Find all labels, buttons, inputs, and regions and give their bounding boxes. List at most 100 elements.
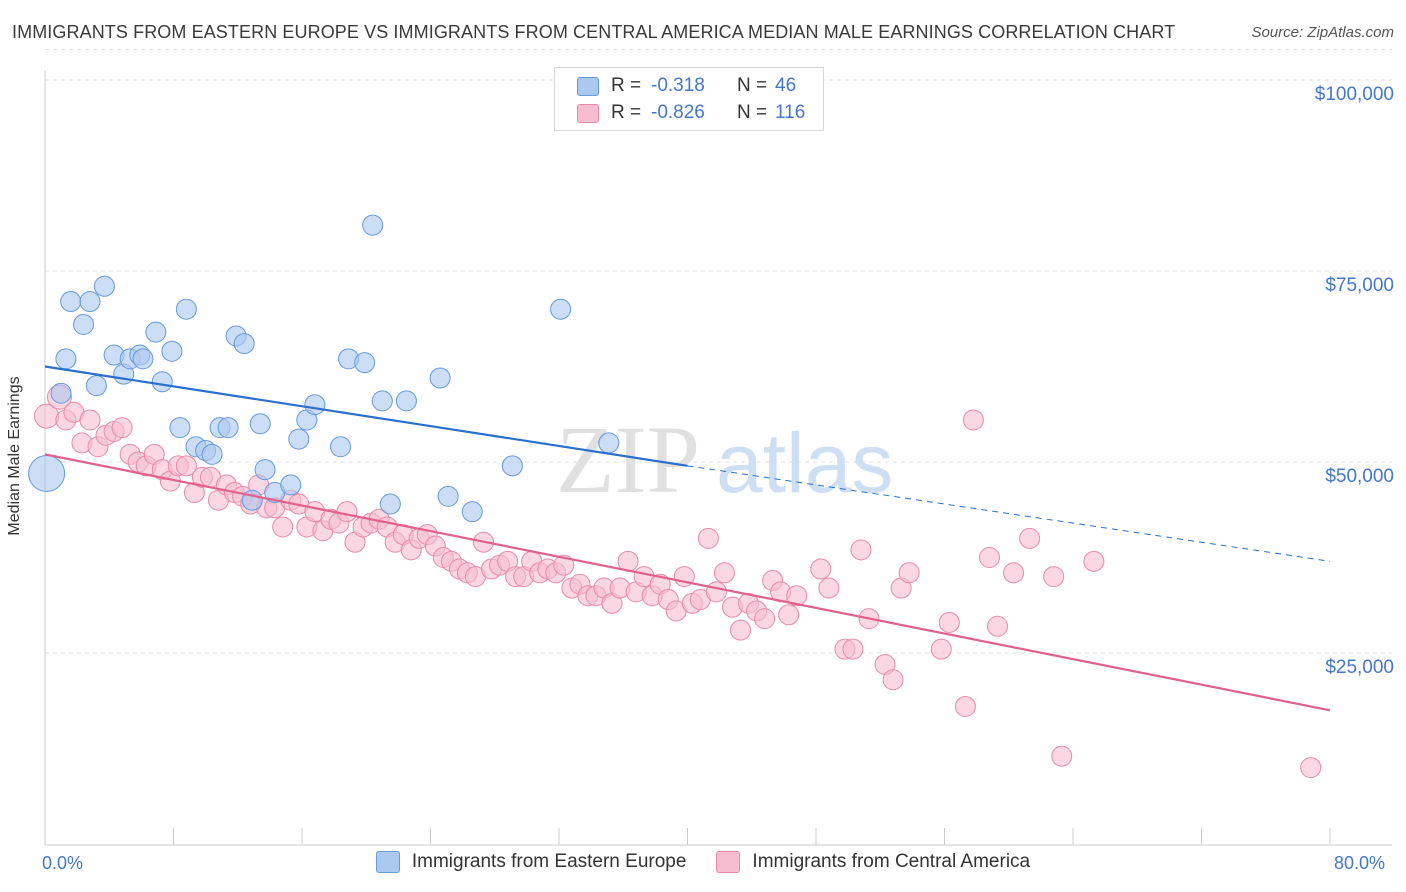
y-axis-label: Median Male Earnings (6, 376, 23, 536)
legend-row-central-america: R = -0.826 N = 116 (577, 101, 805, 125)
point-0-22 (217, 417, 239, 439)
n-value-eastern-europe: 46 (775, 75, 797, 96)
point-0-41 (437, 485, 459, 507)
point-1-95 (818, 577, 840, 599)
point-0-24 (233, 333, 255, 355)
point-0-42 (461, 501, 483, 523)
point-1-104 (930, 638, 952, 660)
point-1-109 (987, 615, 1009, 637)
point-0-4 (73, 313, 95, 335)
point-1-97 (842, 638, 864, 660)
point-0-6 (85, 375, 107, 397)
point-0-15 (161, 340, 183, 362)
point-1-86 (730, 619, 752, 641)
point-0-13 (145, 321, 167, 343)
point-0-2 (55, 348, 77, 370)
legend-item-central-america: Immigrants from Central America (716, 851, 1030, 873)
point-1-92 (778, 604, 800, 626)
point-1-106 (954, 695, 976, 717)
point-1-107 (962, 409, 984, 431)
point-0-20 (201, 443, 223, 465)
watermark-zip: ZIP (556, 406, 700, 513)
point-1-37 (336, 501, 358, 523)
point-0-26 (249, 413, 271, 435)
x-tick-max: 80.0% (1334, 853, 1386, 873)
point-0-38 (379, 493, 401, 515)
point-1-103 (898, 562, 920, 584)
y-tick-label-2: $75,000 (1325, 275, 1394, 296)
series-central-america-points (34, 384, 1322, 779)
trend-lines (44, 365, 1331, 712)
point-1-111 (1019, 527, 1041, 549)
n-label: N = (737, 75, 768, 96)
point-0-37 (371, 390, 393, 412)
point-1-94 (810, 558, 832, 580)
point-0-30 (288, 428, 310, 450)
point-0-5 (79, 291, 101, 313)
watermark-atlas: atlas (716, 416, 893, 510)
point-1-110 (1003, 562, 1025, 584)
point-1-113 (1051, 745, 1073, 767)
correlation-legend: R = -0.318 N = 46 R = -0.826 N = 116 (554, 67, 824, 131)
y-tick-label-3: $100,000 (1314, 84, 1394, 105)
point-0-43 (501, 455, 523, 477)
point-0-36 (362, 214, 384, 236)
point-1-82 (697, 527, 719, 549)
point-0-40 (429, 367, 451, 389)
n-label: N = (737, 102, 768, 123)
watermark: ZIP atlas (556, 406, 893, 513)
point-0-0 (28, 454, 66, 492)
point-0-7 (93, 275, 115, 297)
source-label: Source: ZipAtlas.com (1251, 24, 1394, 41)
trend-line-eastern-europe (44, 365, 688, 467)
r-value-central-america: -0.826 (651, 102, 705, 123)
legend-row-eastern-europe: R = -0.318 N = 46 (577, 74, 796, 98)
legend-label-eastern-europe: Immigrants from Eastern Europe (411, 851, 687, 872)
n-value-central-america: 116 (775, 102, 806, 123)
legend-item-eastern-europe: Immigrants from Eastern Europe (375, 851, 687, 873)
point-1-89 (754, 608, 776, 630)
point-1-108 (978, 547, 1000, 568)
point-0-33 (330, 436, 352, 458)
point-1-115 (1300, 757, 1322, 779)
chart-title: IMMIGRANTS FROM EASTERN EUROPE VS IMMIGR… (12, 22, 1176, 42)
point-1-84 (713, 562, 735, 584)
point-1-5 (79, 409, 101, 431)
point-0-1 (50, 382, 72, 404)
point-1-17 (175, 455, 197, 477)
legend-swatch-blue (375, 851, 400, 873)
legend-label-central-america: Immigrants from Central America (752, 851, 1031, 872)
point-1-114 (1083, 550, 1105, 572)
r-label: R = (611, 75, 642, 96)
point-1-83 (705, 581, 727, 603)
point-1-9 (111, 417, 133, 439)
point-0-14 (151, 371, 173, 393)
point-1-105 (938, 611, 960, 633)
y-tick-label-0: $25,000 (1325, 657, 1394, 678)
point-0-32 (304, 394, 326, 416)
point-1-29 (272, 516, 294, 538)
y-tick-label-1: $50,000 (1325, 466, 1394, 487)
point-0-39 (395, 390, 417, 412)
point-0-3 (60, 291, 82, 313)
point-0-29 (280, 474, 302, 496)
r-value-eastern-europe: -0.318 (651, 75, 705, 96)
series-eastern-europe-points (28, 214, 620, 523)
point-1-112 (1043, 566, 1065, 588)
trend-line-central-america (44, 453, 1331, 712)
point-0-17 (175, 298, 197, 320)
point-0-45 (598, 432, 620, 454)
point-1-98 (850, 539, 872, 561)
legend-swatch-pink (716, 851, 741, 873)
legend-swatch-blue (577, 76, 599, 96)
r-label: R = (611, 102, 642, 123)
point-1-93 (786, 585, 808, 607)
legend-swatch-pink (577, 103, 599, 123)
point-0-16 (169, 417, 191, 439)
series-legend: Immigrants from Eastern Europe Immigrant… (0, 851, 1406, 873)
point-0-27 (254, 459, 276, 481)
point-0-12 (132, 348, 154, 370)
point-1-101 (882, 669, 904, 691)
point-0-35 (354, 352, 376, 374)
